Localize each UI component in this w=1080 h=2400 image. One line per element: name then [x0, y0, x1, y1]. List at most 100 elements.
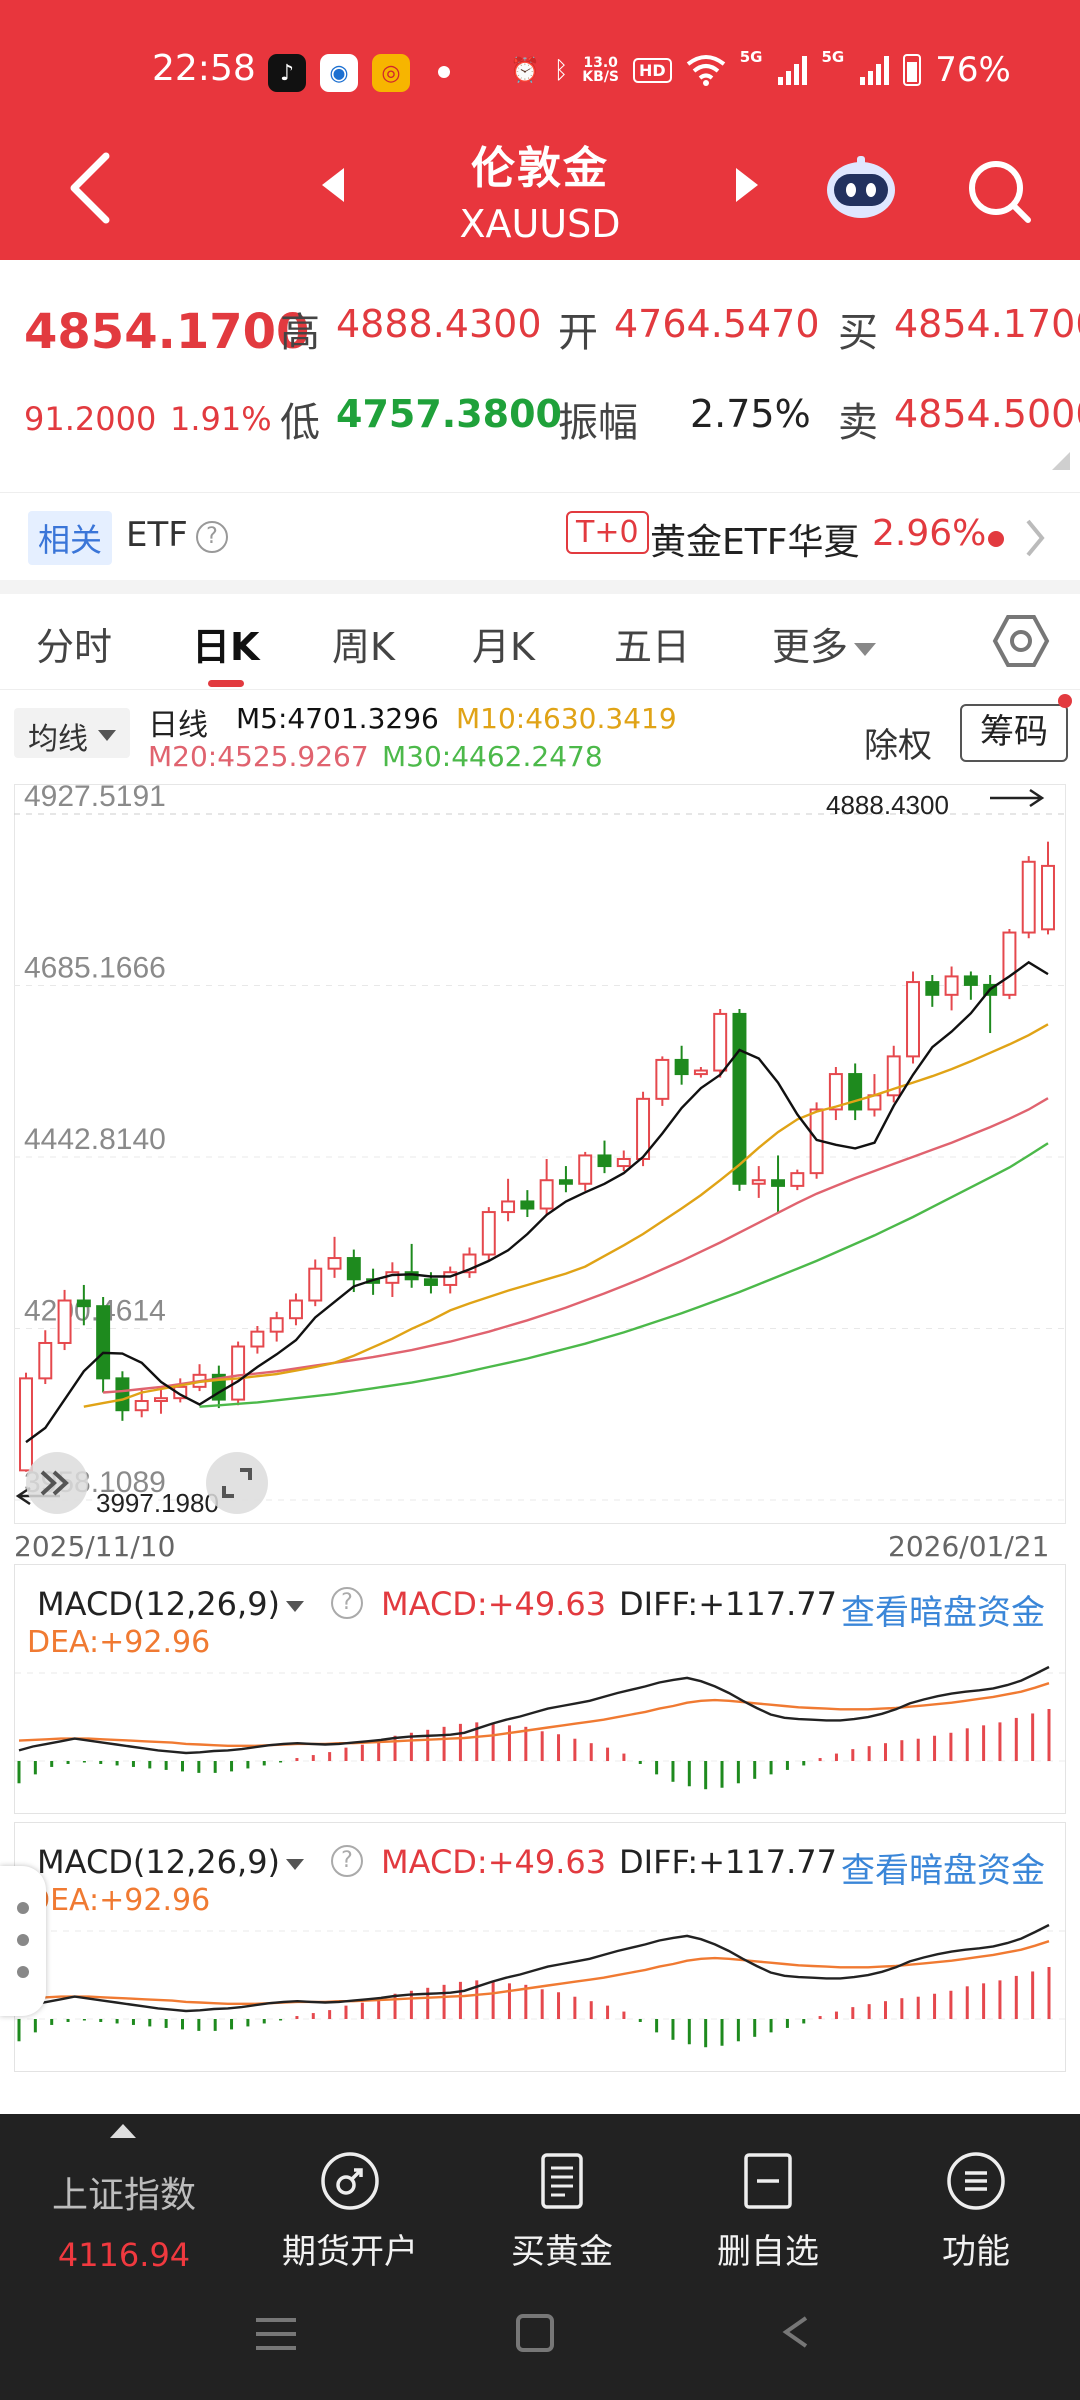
caret-up-icon [110, 2124, 136, 2138]
indicator-select[interactable]: 均线 [14, 708, 130, 758]
low-label: 低 [280, 400, 320, 446]
related-etf-row[interactable]: 相关 ETF ? T+0 黄金ETF华夏 2.96% [0, 492, 1080, 582]
gender-male-icon [321, 2152, 379, 2210]
open-value: 4764.5470 [614, 302, 820, 346]
chevron-right-icon[interactable] [1024, 517, 1046, 559]
notification-icons: ♪ ◉ ◎ [268, 54, 410, 92]
tab-monthly-k[interactable]: 月K [472, 625, 535, 669]
y-tick-label: 4200.4614 [24, 1295, 166, 1328]
signal-2-icon [860, 55, 890, 85]
next-instrument-icon[interactable] [736, 168, 758, 202]
futures-account-label: 期货开户 [282, 2232, 418, 2272]
candle-body [1041, 864, 1055, 931]
tab-five-day[interactable]: 五日 [614, 625, 691, 669]
functions-button[interactable]: 功能 [876, 2136, 1076, 2273]
bank-app-icon: ◉ [320, 54, 358, 92]
t0-badge: T+0 [566, 511, 649, 554]
ex-rights-button[interactable]: 除权 [864, 726, 932, 766]
buy-gold-label: 买黄金 [511, 2232, 613, 2272]
ma5-line [25, 960, 1049, 1444]
candle-body [38, 1341, 53, 1380]
ma20-line [103, 1097, 1049, 1394]
candle-body [520, 1200, 535, 1210]
candle-body [558, 1179, 573, 1185]
etf-name[interactable]: 黄金ETF华夏 [650, 522, 860, 563]
ma30-value: M30:4462.2478 [382, 740, 603, 773]
candle-body [886, 1055, 901, 1097]
alarm-icon: ⏰ [510, 56, 540, 84]
dark-pool-link[interactable]: 查看暗盘资金 [841, 1593, 1045, 1633]
system-navigation-bar [256, 2314, 808, 2352]
help-icon[interactable]: ? [196, 521, 228, 553]
candle-body [481, 1211, 496, 1256]
tab-intraday[interactable]: 分时 [36, 625, 113, 669]
candle-body [944, 975, 959, 996]
search-icon[interactable] [964, 156, 1034, 226]
macd-indicator-select[interactable]: MACD(12,26,9) [37, 1843, 305, 1881]
remove-watchlist-button[interactable]: 删自选 [668, 2136, 868, 2273]
amplitude-value: 2.75% [690, 392, 811, 436]
fullscreen-icon[interactable] [206, 1452, 268, 1514]
candle-body [250, 1330, 265, 1348]
buy-value: 4854.1700 [894, 302, 1080, 346]
tab-more[interactable]: 更多 [772, 616, 877, 671]
dark-pool-link[interactable]: 查看暗盘资金 [841, 1851, 1045, 1891]
period-tabs: 分时 日K 周K 月K 五日 更多 [0, 594, 1080, 690]
ai-robot-icon[interactable] [824, 156, 898, 220]
chart-settings-icon[interactable] [992, 612, 1050, 670]
candle-body [539, 1179, 554, 1210]
bluetooth-icon: ᛒ [553, 56, 569, 84]
active-tab-indicator [208, 680, 244, 687]
tab-more-label: 更多 [772, 625, 849, 669]
macd-indicator-select[interactable]: MACD(12,26,9) [37, 1585, 305, 1623]
low-value: 4757.3800 [336, 392, 562, 436]
candle-body [828, 1073, 843, 1111]
battery-icon [903, 54, 922, 86]
period-label: 日线 [148, 708, 208, 743]
back-arrow-icon[interactable] [62, 150, 122, 226]
app-header: 22:58 ♪ ◉ ◎ ⏰ ᛒ 13.0 KB/S HD 5G 5G 76% [0, 0, 1080, 260]
candle-body [308, 1267, 323, 1302]
sell-label: 卖 [838, 400, 878, 446]
tab-daily-k[interactable]: 日K [192, 625, 260, 669]
candle-body [96, 1305, 111, 1380]
back-nav-icon[interactable] [782, 2316, 808, 2348]
candle-body [269, 1317, 284, 1333]
futures-account-button[interactable]: 期货开户 [250, 2136, 450, 2273]
more-notifications-dot [438, 66, 450, 78]
side-drawer-handle[interactable] [0, 1866, 46, 2016]
bottom-toolbar: 上证指数 4116.94 期货开户 买黄金 删自选 [0, 2114, 1080, 2400]
dea-line [18, 1682, 1050, 1748]
help-icon[interactable]: ? [331, 1845, 363, 1877]
index-ticker[interactable]: 上证指数 4116.94 [24, 2136, 224, 2274]
status-bar: 22:58 ♪ ◉ ◎ ⏰ ᛒ 13.0 KB/S HD 5G 5G 76% [0, 0, 1080, 140]
minus-square-icon [744, 2153, 792, 2209]
candle-body [76, 1299, 91, 1308]
candlestick-chart[interactable]: 4927.51914685.16664442.81404200.46143958… [14, 784, 1066, 1524]
instrument-title: 伦敦金 XAUUSD [340, 132, 740, 246]
candle-body [423, 1278, 438, 1286]
tab-weekly-k[interactable]: 周K [332, 625, 395, 669]
candle-body [963, 975, 978, 986]
chips-button[interactable]: 筹码 [960, 704, 1068, 762]
candle-body [906, 981, 920, 1058]
x-end-date: 2026/01/21 [888, 1530, 1050, 1563]
help-icon[interactable]: ? [331, 1587, 363, 1619]
candle-body [693, 1069, 708, 1076]
candle-body [1002, 931, 1017, 996]
expand-corner-icon[interactable] [1052, 452, 1070, 470]
macd-panel-1: MACD(12,26,9) ? MACD:+49.63 DIFF:+117.77… [14, 1564, 1066, 1814]
recent-apps-icon[interactable] [256, 2318, 296, 2350]
collapse-arrows-icon[interactable] [26, 1452, 88, 1514]
candle-body [1021, 860, 1036, 934]
wifi-icon [686, 55, 725, 86]
menu-circle-icon [947, 2152, 1005, 2210]
remove-watchlist-label: 删自选 [717, 2232, 819, 2272]
candle-body [115, 1377, 130, 1412]
sell-value: 4854.5000 [894, 392, 1080, 436]
macd-value: MACD:+49.63 [381, 1843, 607, 1881]
home-icon[interactable] [516, 2314, 554, 2352]
buy-gold-button[interactable]: 买黄金 [462, 2136, 662, 2273]
prev-instrument-icon[interactable] [322, 168, 344, 202]
dea-value: DEA:+92.96 [27, 1883, 211, 1918]
